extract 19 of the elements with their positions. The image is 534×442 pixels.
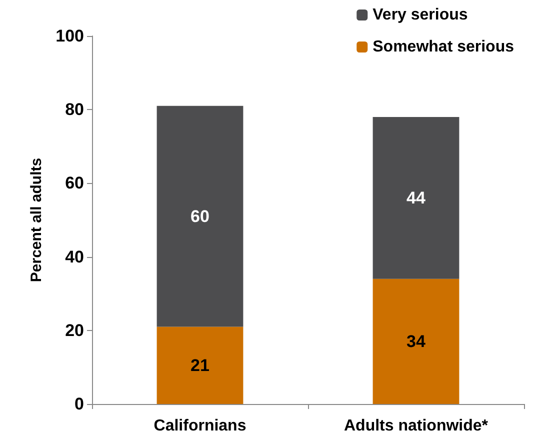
y-tick-label: 20 (65, 320, 84, 340)
data-label: 34 (406, 332, 426, 351)
bar (156, 106, 244, 327)
y-tick-label: 0 (74, 394, 84, 414)
bar (372, 116, 460, 279)
x-tick-label: Adults nationwide* (344, 418, 489, 434)
legend-label: Somewhat serious (372, 38, 514, 56)
data-label: 60 (190, 206, 210, 226)
y-tick-label: 40 (65, 247, 84, 266)
y-tick-label: 60 (65, 174, 84, 193)
bar (372, 278, 460, 404)
legend-label: Very serious (372, 6, 468, 24)
data-label: 21 (190, 356, 210, 375)
data-label: 44 (406, 188, 426, 208)
y-axis-title: Percent all adults (28, 158, 45, 282)
bar (156, 326, 244, 404)
x-tick-label: Californians (154, 418, 246, 434)
y-tick-label: 100 (56, 26, 84, 46)
y-tick-label: 80 (65, 100, 84, 120)
